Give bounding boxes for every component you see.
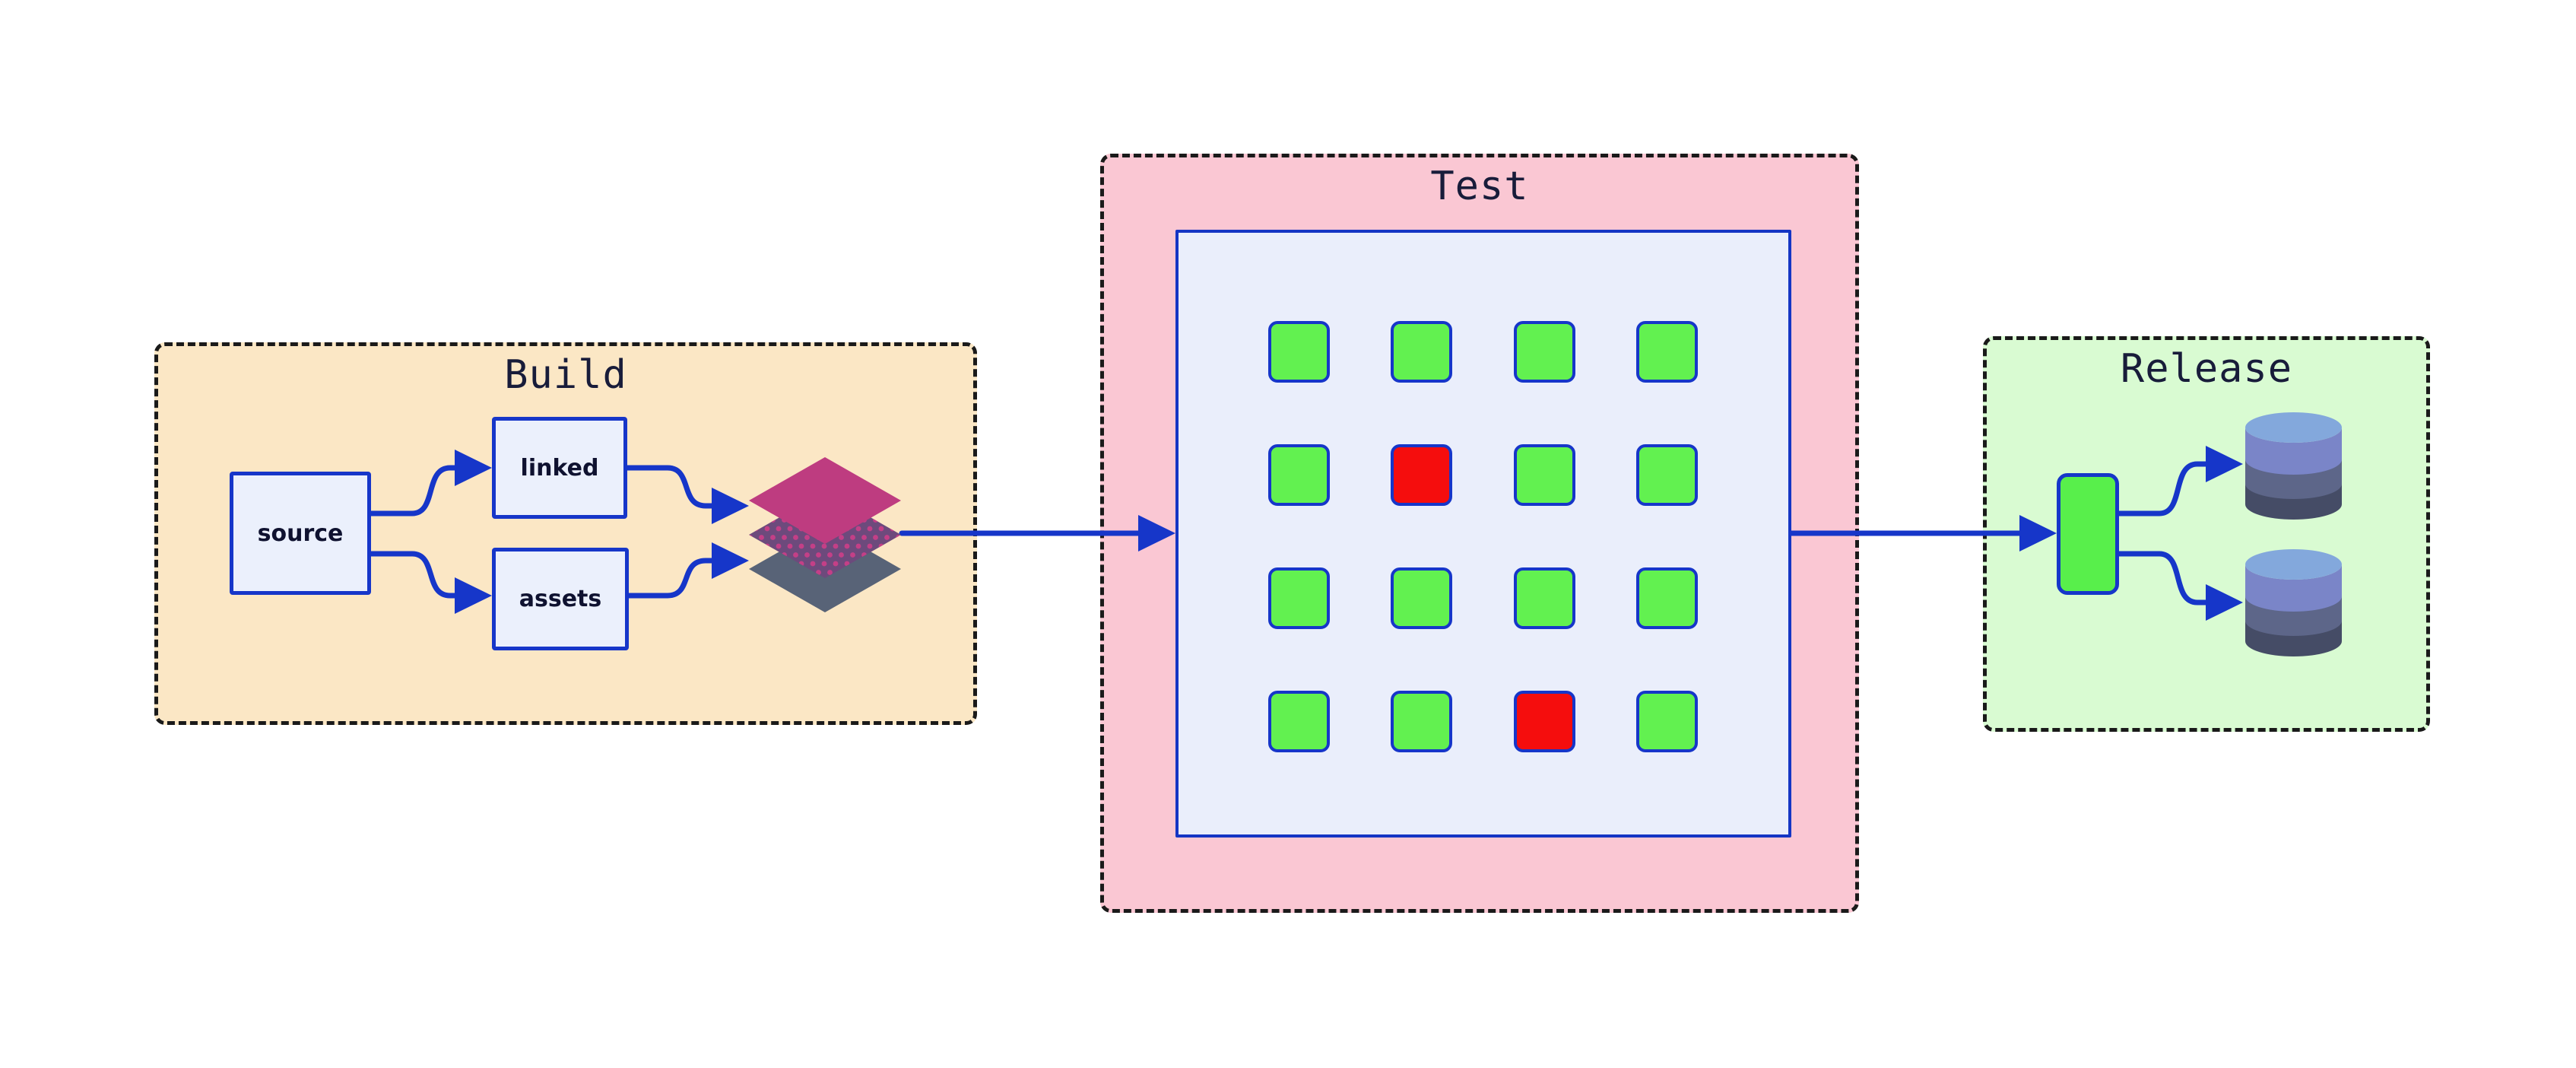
test-result-cell-pass <box>1268 691 1330 752</box>
test-result-cell-fail <box>1514 691 1575 752</box>
stage-release: Release <box>1983 336 2430 732</box>
test-result-cell-pass <box>1391 691 1452 752</box>
stage-test-title: Test <box>1430 164 1529 209</box>
stage-build-title: Build <box>504 352 627 398</box>
test-result-cell-pass <box>1514 567 1575 629</box>
test-result-cell-pass <box>1636 444 1698 506</box>
node-assets: assets <box>492 548 629 650</box>
test-result-cell-pass <box>1268 567 1330 629</box>
test-result-cell-pass <box>1636 691 1698 752</box>
test-result-cell-pass <box>1268 444 1330 506</box>
node-assets-label: assets <box>519 586 602 612</box>
test-panel <box>1175 230 1791 838</box>
test-result-cell-pass <box>1514 321 1575 383</box>
node-linked-label: linked <box>520 454 599 482</box>
test-result-cell-pass <box>1391 321 1452 383</box>
release-artifact-node <box>2057 473 2119 595</box>
test-result-cell-pass <box>1268 321 1330 383</box>
test-result-cell-fail <box>1391 444 1452 506</box>
node-source-label: source <box>257 520 344 547</box>
test-result-cell-pass <box>1391 567 1452 629</box>
test-result-cell-pass <box>1636 567 1698 629</box>
stage-release-title: Release <box>2120 346 2293 392</box>
test-result-cell-pass <box>1636 321 1698 383</box>
node-linked: linked <box>492 417 627 519</box>
test-result-cell-pass <box>1514 444 1575 506</box>
node-source: source <box>230 472 371 595</box>
